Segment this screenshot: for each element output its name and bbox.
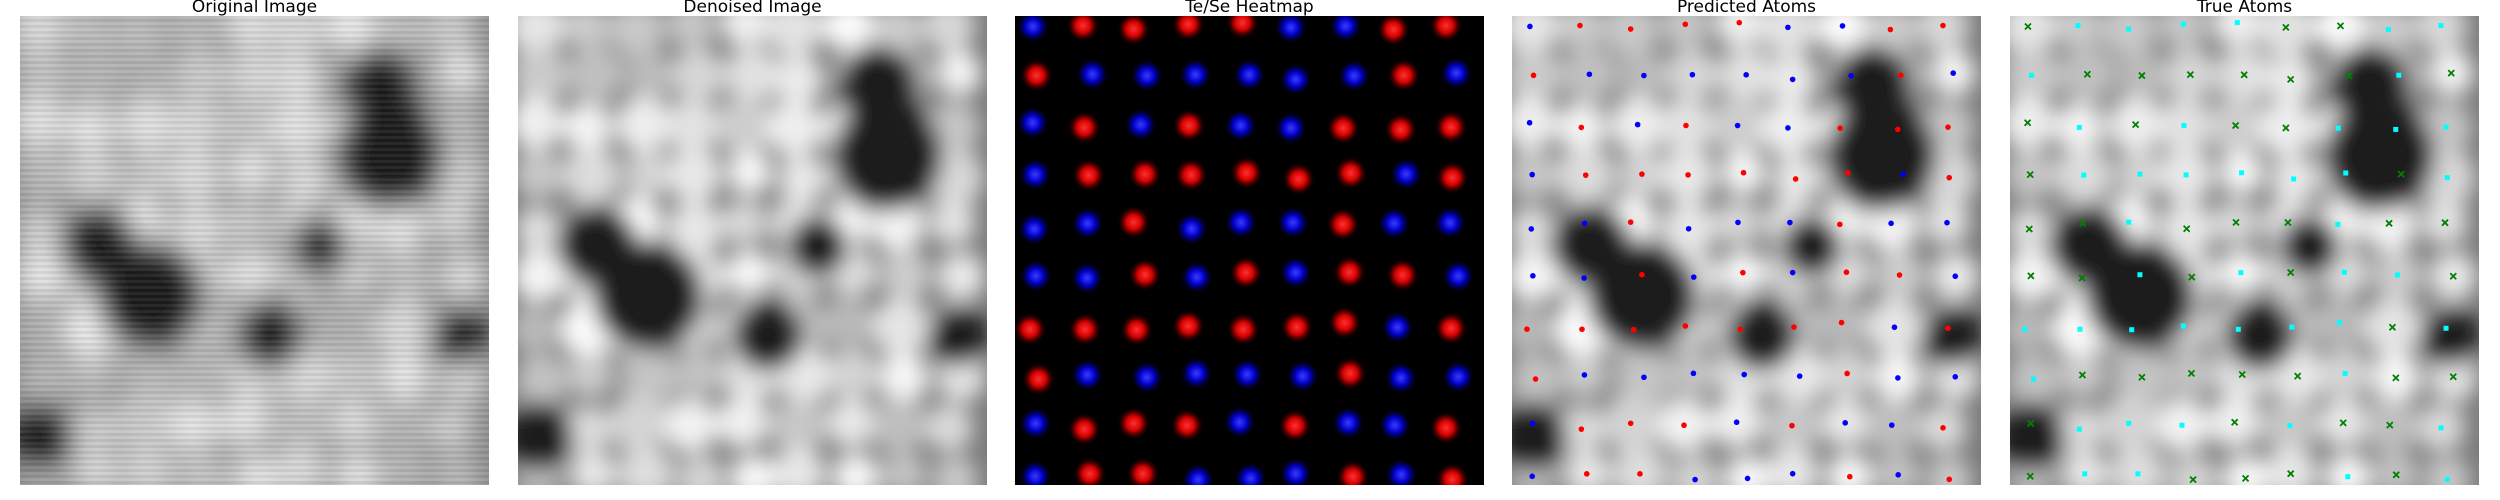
panel-true-atoms: True Atoms bbox=[2010, 0, 2479, 485]
heatmap-canvas bbox=[1015, 16, 1484, 485]
panel-original-image: Original Image bbox=[20, 0, 489, 485]
panel-title-predicted: Predicted Atoms bbox=[1676, 0, 1817, 17]
panel-title-true: True Atoms bbox=[2196, 0, 2293, 17]
panel-te-se-heatmap: Te/Se Heatmap bbox=[1015, 0, 1484, 485]
true-atoms bbox=[2010, 16, 2479, 485]
denoised-image bbox=[518, 16, 987, 485]
panel-predicted-atoms: Predicted Atoms bbox=[1512, 0, 1981, 485]
denoised-image-canvas bbox=[518, 16, 987, 485]
panel-denoised-image: Denoised Image bbox=[518, 0, 987, 485]
original-image-canvas bbox=[20, 16, 489, 485]
te-se-heatmap bbox=[1015, 16, 1484, 485]
panel-title-heatmap: Te/Se Heatmap bbox=[1185, 0, 1314, 17]
predicted-atoms-canvas bbox=[1512, 16, 1981, 485]
panel-title-original: Original Image bbox=[191, 0, 318, 17]
original-image bbox=[20, 16, 489, 485]
true-atoms-canvas bbox=[2010, 16, 2479, 485]
predicted-atoms bbox=[1512, 16, 1981, 485]
panel-title-denoised: Denoised Image bbox=[683, 0, 822, 17]
